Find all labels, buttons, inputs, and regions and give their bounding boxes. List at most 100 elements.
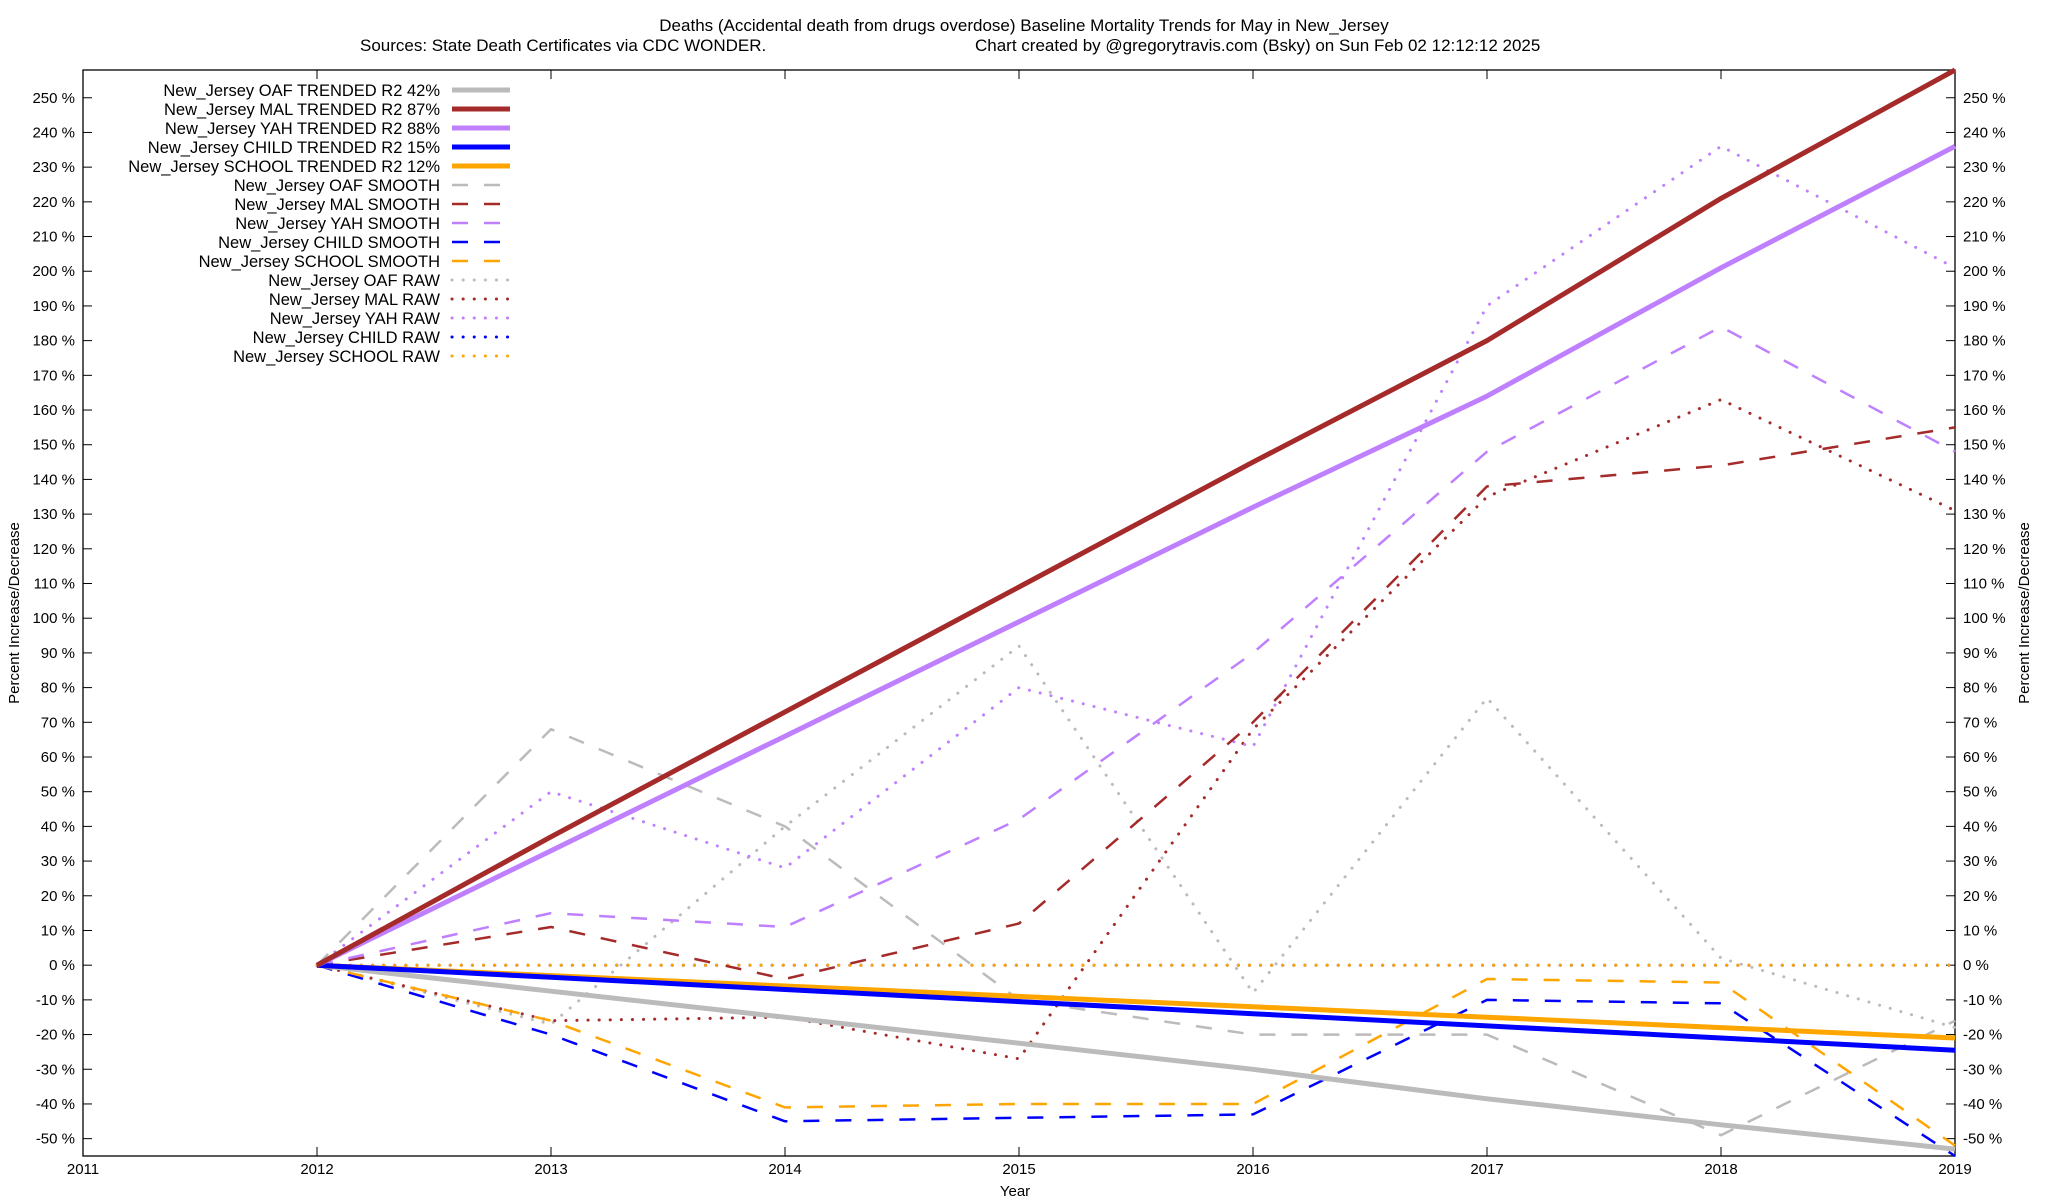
y2-tick-label: 190 % [1963, 298, 2006, 315]
y2-axis-label: Percent Increase/Decrease [2016, 522, 2033, 704]
series-line [315, 644, 1957, 1030]
y2-tick-label: 150 % [1963, 437, 2006, 454]
x-tick-label: 2018 [1704, 1161, 1737, 1178]
y-tick-label: 180 % [32, 333, 75, 350]
legend-entry-label: New_Jersey YAH RAW [270, 310, 441, 328]
y2-tick-label: 130 % [1963, 506, 2006, 523]
y2-tick-label: 10 % [1963, 922, 1997, 939]
chart-credit: Chart created by @gregorytravis.com (Bsk… [975, 36, 1540, 55]
series-line [316, 325, 1956, 967]
y-tick-label: 100 % [32, 610, 75, 627]
y2-tick-label: 160 % [1963, 402, 2006, 419]
x-tick-label: 2017 [1470, 1161, 1503, 1178]
y2-tick-label: -20 % [1963, 1027, 2002, 1044]
y-tick-label: 230 % [32, 159, 75, 176]
y2-tick-label: 140 % [1963, 471, 2006, 488]
y2-tick-label: 60 % [1963, 749, 1997, 766]
legend-entry-label: New_Jersey SCHOOL RAW [233, 348, 440, 366]
y2-tick-label: 90 % [1963, 645, 1997, 662]
series-line [315, 67, 1957, 968]
chart-source: Sources: State Death Certificates via CD… [360, 36, 766, 55]
x-tick-label: 2019 [1938, 1161, 1971, 1178]
y2-tick-label: 220 % [1963, 194, 2006, 211]
x-tick-label: 2014 [768, 1161, 801, 1178]
x-tick-label: 2011 [67, 1161, 99, 1178]
legend-entry-label: New_Jersey OAF TRENDED R2 42% [163, 82, 440, 100]
series-line [316, 964, 1956, 1158]
y-tick-label: 140 % [32, 471, 75, 488]
legend-entry-label: New_Jersey SCHOOL SMOOTH [199, 253, 440, 271]
y-tick-label: -50 % [36, 1131, 75, 1148]
x-tick-label: 2012 [300, 1161, 333, 1178]
y2-tick-label: 180 % [1963, 333, 2006, 350]
y-tick-label: -20 % [36, 1027, 75, 1044]
y-tick-label: 160 % [32, 402, 75, 419]
y2-tick-label: 110 % [1963, 576, 2004, 593]
y-tick-label: 210 % [32, 229, 75, 246]
y-tick-label: 30 % [41, 853, 75, 870]
y2-tick-label: 120 % [1963, 541, 2006, 558]
legend-entry-label: New_Jersey MAL RAW [269, 291, 441, 309]
y2-tick-label: -10 % [1963, 992, 2002, 1009]
y-tick-label: 170 % [32, 367, 75, 384]
y2-tick-label: 30 % [1963, 853, 1997, 870]
y-tick-label: 20 % [41, 888, 75, 905]
series-line [315, 144, 1957, 968]
y2-tick-label: 0 % [1963, 957, 1989, 974]
y-tick-label: 40 % [41, 818, 75, 835]
series-line [316, 426, 1956, 981]
series-line [316, 963, 1956, 1147]
y2-tick-label: 80 % [1963, 680, 1997, 697]
x-tick-label: 2016 [1236, 1161, 1269, 1178]
series-line [315, 144, 1957, 967]
y-tick-label: 50 % [41, 784, 75, 801]
y-tick-label: 120 % [32, 541, 75, 558]
legend-entry-label: New_Jersey OAF SMOOTH [234, 177, 440, 195]
y2-tick-label: 70 % [1963, 714, 1997, 731]
y-tick-label: 130 % [32, 506, 75, 523]
legend-entry-label: New_Jersey YAH TRENDED R2 88% [165, 120, 440, 138]
y2-tick-label: 100 % [1963, 610, 2006, 627]
x-axis-label: Year [1000, 1183, 1030, 1200]
legend-entry-label: New_Jersey CHILD RAW [253, 329, 441, 347]
series-line [316, 727, 1956, 1137]
legend-entry-label: New_Jersey SCHOOL TRENDED R2 12% [128, 158, 440, 176]
legend-entry-label: New_Jersey OAF RAW [268, 272, 440, 290]
x-tick-label: 2013 [534, 1161, 567, 1178]
legend: New_Jersey OAF TRENDED R2 42%New_Jersey … [128, 82, 512, 366]
y-tick-label: 60 % [41, 749, 75, 766]
legend-entry-label: New_Jersey MAL SMOOTH [234, 196, 440, 214]
y2-tick-label: 170 % [1963, 367, 2006, 384]
y-tick-label: 150 % [32, 437, 75, 454]
y2-tick-label: 240 % [1963, 124, 2006, 141]
y-tick-label: 250 % [32, 90, 75, 107]
y-tick-label: -40 % [36, 1096, 75, 1113]
legend-entry-label: New_Jersey YAH SMOOTH [235, 215, 440, 233]
y-tick-label: 240 % [32, 124, 75, 141]
y2-tick-label: 40 % [1963, 818, 1997, 835]
series-line [316, 962, 1956, 1053]
legend-entry-label: New_Jersey MAL TRENDED R2 87% [164, 101, 440, 119]
series-line [315, 398, 1957, 1061]
y-tick-label: 110 % [34, 576, 75, 593]
legend-entry-label: New_Jersey CHILD SMOOTH [218, 234, 440, 252]
x-axis-ticks: 2011 2012 2013 2014 2015 2016 2017 2018 2019 [67, 70, 1972, 1178]
y2-tick-label: 50 % [1963, 784, 1997, 801]
y2-tick-label: 200 % [1963, 263, 2006, 280]
y-tick-label: -30 % [36, 1061, 75, 1078]
x-tick-label: 2015 [1002, 1161, 1035, 1178]
y-tick-label: 220 % [32, 194, 75, 211]
y2-tick-label: 250 % [1963, 90, 2006, 107]
y2-tick-label: 210 % [1963, 229, 2006, 246]
y-axis-label: Percent Increase/Decrease [6, 522, 23, 704]
y-tick-label: 90 % [41, 645, 75, 662]
y-tick-label: 0 % [49, 957, 75, 974]
y2-tick-label: 230 % [1963, 159, 2006, 176]
y2-tick-label: -30 % [1963, 1061, 2002, 1078]
y-tick-label: -10 % [36, 992, 75, 1009]
y2-tick-label: -40 % [1963, 1096, 2002, 1113]
series-line [316, 962, 1956, 1152]
series-lines [315, 67, 1957, 1158]
legend-entry-label: New_Jersey CHILD TRENDED R2 15% [148, 139, 441, 157]
